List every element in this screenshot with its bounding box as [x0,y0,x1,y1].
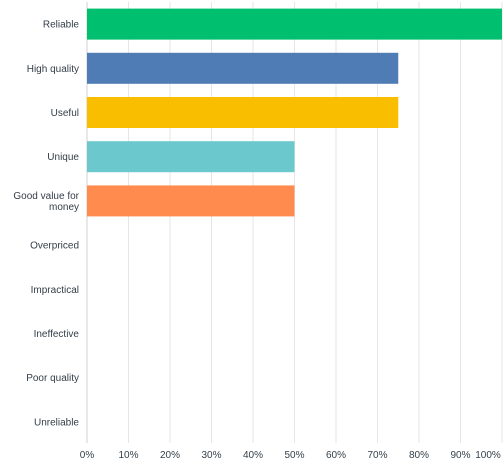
bar-useful [87,97,399,128]
x-axis-ticks: 0% 10% 20% 30% 40% 50% 60% 70% 80% 90% 100% [80,450,501,461]
category-labels: Reliable High quality Useful Unique Good val… [13,20,79,429]
category-label: Unique [47,152,79,163]
bar-unique [87,141,295,173]
category-label: Overpriced [30,241,79,252]
x-tick-label: 80% [409,450,429,461]
x-tick-label: 50% [284,450,304,461]
bar-high-quality [87,52,399,84]
category-label: Reliable [43,20,80,31]
x-tick-label: 0% [80,450,95,461]
bars [87,8,502,217]
bar-reliable [87,8,502,40]
x-tick-label: 90% [450,450,470,461]
category-label: Poor quality [26,373,79,384]
x-tick-label: 30% [201,450,221,461]
category-label: Unreliable [34,417,79,428]
category-label: Good value for money [13,191,79,213]
category-label: Impractical [31,285,79,296]
x-tick-label: 20% [160,450,180,461]
x-tick-label: 40% [243,450,263,461]
x-tick-label: 70% [367,450,387,461]
x-tick-label: 100% [475,450,501,461]
x-tick-label: 60% [326,450,346,461]
bar-good-value-for-money [87,185,295,217]
category-label: Ineffective [34,329,80,340]
category-label: Useful [51,108,79,119]
category-label: High quality [27,64,79,75]
x-tick-label: 10% [118,450,138,461]
